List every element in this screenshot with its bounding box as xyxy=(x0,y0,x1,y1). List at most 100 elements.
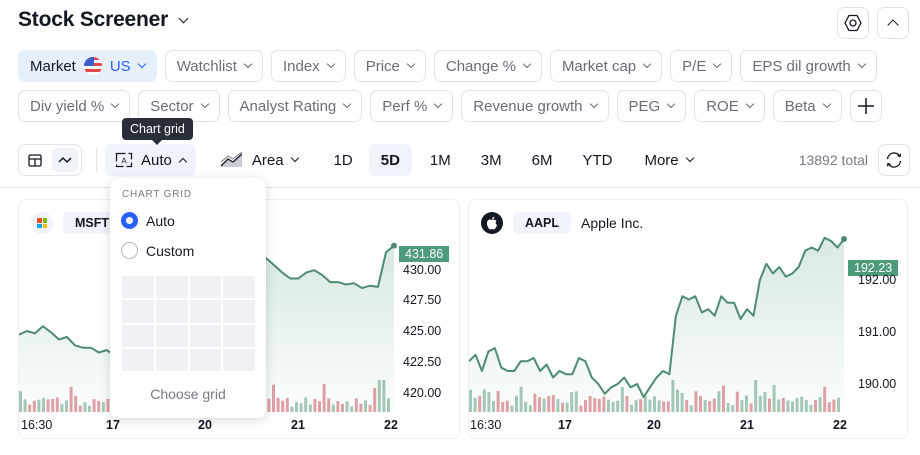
filter-sector[interactable]: Sector xyxy=(138,90,220,122)
chevron-up-icon xyxy=(178,157,188,166)
filter-label: Watchlist xyxy=(176,57,237,75)
grid-cell[interactable] xyxy=(122,348,154,371)
chevron-down-icon xyxy=(642,59,652,69)
chart-grid-button[interactable]: A Auto xyxy=(105,144,196,176)
aapl-chart[interactable] xyxy=(469,200,908,439)
filter-price[interactable]: Price xyxy=(353,50,426,82)
last-price-tag: 431.86 xyxy=(399,246,450,262)
range-5d[interactable]: 5D xyxy=(368,144,412,176)
hexagon-settings-icon xyxy=(844,14,862,32)
add-filter-button[interactable] xyxy=(849,90,882,122)
grid-cell[interactable] xyxy=(223,324,255,347)
filter-label: Price xyxy=(365,57,400,75)
collapse-button[interactable] xyxy=(877,7,909,39)
table-icon xyxy=(28,153,42,167)
grid-cell[interactable] xyxy=(155,348,188,371)
grid-cell[interactable] xyxy=(189,348,222,371)
grid-cell[interactable] xyxy=(189,276,222,299)
refresh-icon xyxy=(886,152,902,168)
company-name: Apple Inc. xyxy=(581,215,644,231)
chart-type-label: Area xyxy=(251,151,284,169)
filter-revenue-growth[interactable]: Revenue growth xyxy=(461,90,609,122)
filter-row-2: Div yield % Sector Analyst Rating Perf %… xyxy=(18,90,898,122)
grid-cell[interactable] xyxy=(189,300,222,323)
last-price-dot xyxy=(841,236,847,243)
x-axis-label: 21 xyxy=(740,418,754,432)
filter-market[interactable]: Market US xyxy=(18,50,157,82)
card-header: AAPL Apple Inc. xyxy=(481,212,643,234)
chart-view-button[interactable] xyxy=(52,148,78,172)
filter-pe[interactable]: P/E xyxy=(670,50,733,82)
svg-text:A: A xyxy=(121,157,127,166)
ticker-badge[interactable]: MSFT xyxy=(63,212,122,234)
range-6m[interactable]: 6M xyxy=(531,151,553,169)
chart-type-button[interactable]: Area xyxy=(210,144,308,176)
grid-size-picker[interactable] xyxy=(122,276,255,371)
x-axis-label: 16:30 xyxy=(21,418,53,432)
refresh-button[interactable] xyxy=(878,144,910,176)
ticker-badge[interactable]: AAPL xyxy=(513,212,572,234)
chevron-down-icon xyxy=(137,59,146,69)
chevron-down-icon xyxy=(290,153,299,163)
radio-unselected-icon[interactable] xyxy=(121,242,138,259)
grid-cell[interactable] xyxy=(122,276,154,299)
grid-cell[interactable] xyxy=(189,324,222,347)
chevron-up-icon xyxy=(887,18,899,31)
grid-cell[interactable] xyxy=(155,324,188,347)
grid-cell[interactable] xyxy=(122,324,154,347)
filter-value: US xyxy=(109,57,131,75)
radio-selected-icon[interactable] xyxy=(121,212,138,229)
grid-cell[interactable] xyxy=(155,276,188,299)
card-header: MSFT xyxy=(31,212,122,234)
filter-label: Change % xyxy=(445,57,516,75)
grid-cell[interactable] xyxy=(223,348,255,371)
chart-grid-tooltip: Chart grid xyxy=(122,118,193,145)
chevron-down-icon xyxy=(685,153,694,163)
toolbar-divider-line xyxy=(0,187,920,188)
filter-watchlist[interactable]: Watchlist xyxy=(164,50,263,82)
filter-row-1: Market US Watchlist Index Price Change %… xyxy=(18,50,898,82)
chevron-down-icon xyxy=(110,99,120,109)
grid-option-custom[interactable]: Custom xyxy=(121,242,194,259)
x-axis-label: 21 xyxy=(291,418,305,432)
chevron-down-icon xyxy=(522,59,532,69)
range-1m[interactable]: 1M xyxy=(429,151,451,169)
plus-icon xyxy=(857,98,874,114)
range-3m[interactable]: 3M xyxy=(480,151,502,169)
y-axis-label: 427.50 xyxy=(403,293,442,307)
settings-button[interactable] xyxy=(837,7,869,39)
area-chart-icon xyxy=(220,152,243,167)
chevron-down-icon xyxy=(343,99,352,109)
grid-option-auto[interactable]: Auto xyxy=(121,212,175,229)
chart-card-aapl[interactable]: AAPL Apple Inc. 192.23 192.00 191.00 190… xyxy=(468,199,908,439)
filter-roe[interactable]: ROE xyxy=(694,90,765,122)
apple-logo-icon xyxy=(481,212,503,234)
chevron-down-icon xyxy=(822,99,831,109)
filter-change-percent[interactable]: Change % xyxy=(433,50,542,82)
grid-cell[interactable] xyxy=(155,300,188,323)
filter-analyst-rating[interactable]: Analyst Rating xyxy=(227,90,363,122)
grid-cell[interactable] xyxy=(122,300,154,323)
range-1d[interactable]: 1D xyxy=(333,151,353,169)
filter-label: Sector xyxy=(150,97,194,115)
grid-cell[interactable] xyxy=(223,300,255,323)
filter-eps-dil-growth[interactable]: EPS dil growth xyxy=(740,50,877,82)
more-ranges-button[interactable]: More xyxy=(634,144,702,176)
chevron-down-icon[interactable] xyxy=(178,13,189,23)
x-axis-label: 20 xyxy=(198,418,212,432)
filter-perf[interactable]: Perf % xyxy=(370,90,454,122)
chevron-down-icon xyxy=(589,99,598,109)
filter-peg[interactable]: PEG xyxy=(616,90,687,122)
table-view-button[interactable] xyxy=(22,148,48,172)
filter-index[interactable]: Index xyxy=(270,50,346,82)
filter-market-cap[interactable]: Market cap xyxy=(549,50,663,82)
page-title[interactable]: Stock Screener xyxy=(18,8,169,31)
grid-cell[interactable] xyxy=(223,276,255,299)
range-ytd[interactable]: YTD xyxy=(582,151,613,169)
filter-label: Perf % xyxy=(382,97,428,115)
filter-div-yield[interactable]: Div yield % xyxy=(18,90,131,122)
toolbar-divider xyxy=(96,148,97,172)
chart-grid-label: Auto xyxy=(141,151,172,169)
filter-beta[interactable]: Beta xyxy=(772,90,842,122)
x-axis-label: 17 xyxy=(558,418,572,432)
